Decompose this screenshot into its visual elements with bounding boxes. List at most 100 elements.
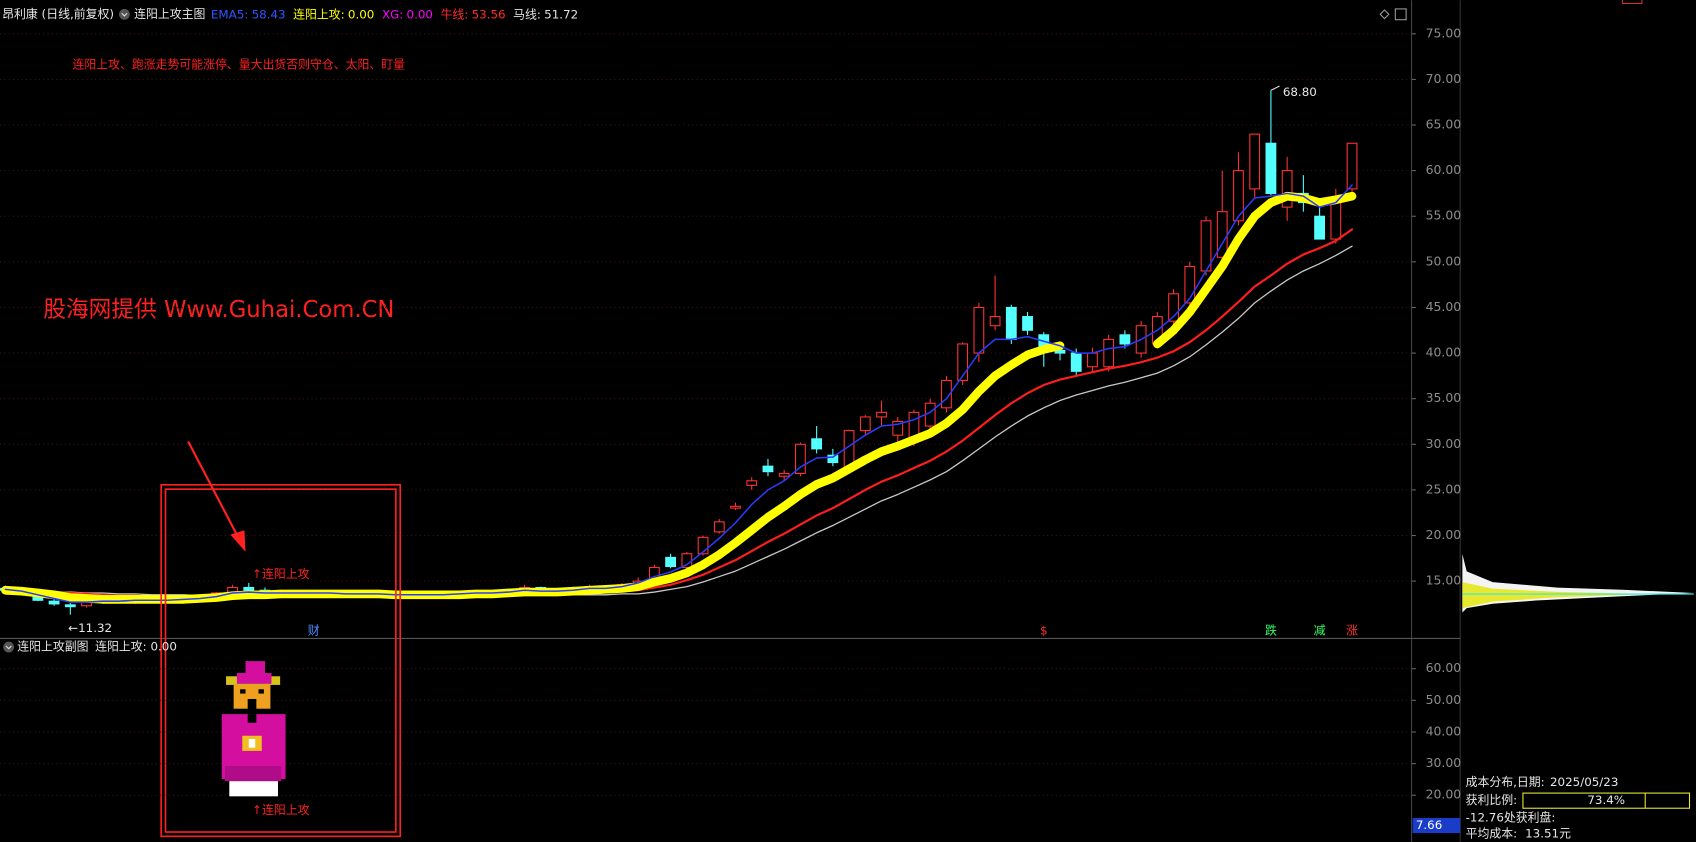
candle-body (1022, 316, 1033, 331)
candle-body (859, 416, 871, 432)
y-tick-label: 75.00 (1426, 25, 1462, 40)
profit-box (1522, 792, 1691, 809)
figure-hat (245, 661, 265, 675)
arrow-shaft (187, 441, 242, 542)
candle-body (973, 306, 985, 354)
candle-body (1168, 293, 1179, 322)
y-tick-label: 25.00 (1426, 481, 1462, 496)
figure-hat (236, 673, 272, 684)
y-tick-label: 15.00 (1426, 573, 1462, 588)
y-tick-label: 20.00 (1426, 527, 1462, 542)
signal-label: ↑连阳上攻 (252, 803, 310, 817)
subplot: 20.00 30.00 40.00 50.00 60.00 (0, 660, 1461, 802)
y-tick-label: 65.00 (1426, 117, 1462, 132)
subchart-title: 连阳上攻副图 (17, 640, 88, 654)
y-tick-label: 50.00 (1426, 253, 1462, 268)
readout-label: 马线: (513, 7, 541, 21)
signal-marker: 涨 (1346, 623, 1358, 637)
candle-body (1314, 215, 1325, 240)
signal-label: ↑连阳上攻 (252, 567, 310, 581)
readout-label: 连阳上攻: (293, 7, 345, 21)
pixel-figure (221, 661, 286, 797)
figure-eye (240, 689, 246, 694)
candle-body (243, 586, 255, 591)
candle-body (876, 411, 887, 418)
toolbar-icon[interactable] (1394, 8, 1407, 21)
candle-body (1070, 352, 1082, 372)
candle-body (1184, 265, 1196, 304)
candle-body (1087, 352, 1098, 368)
signal-marker: 财 (308, 623, 320, 637)
readout-label: 牛线: (441, 7, 469, 21)
readout: XG: 0.00 (382, 7, 433, 21)
candle-body (811, 438, 823, 450)
candle-body (1281, 170, 1293, 208)
figure-eye (258, 689, 264, 694)
figure-beard (247, 714, 257, 723)
y-tick-label: 55.00 (1426, 208, 1462, 223)
collapse-icon[interactable] (3, 641, 15, 653)
readout-value: 0.00 (348, 7, 374, 21)
candle-body (957, 343, 969, 381)
candle-body (827, 454, 839, 464)
readout: 牛线: 53.56 (441, 7, 506, 21)
readout-label: EMA5: (211, 7, 248, 21)
signal-marker: 减 (1314, 623, 1326, 637)
avg-title: 平均成本: (1466, 827, 1518, 841)
chip-date: 2025/05/23 (1550, 775, 1618, 789)
watermark: 股海网提供 Www.Guhai.Com.CN (43, 297, 394, 323)
candle-body (48, 600, 60, 605)
profit-title: 获利比例: (1466, 793, 1518, 807)
y-tick-label: 30.00 (1426, 755, 1462, 770)
candle-body (795, 443, 806, 475)
cursor-label: 7.66 (1416, 818, 1442, 832)
readout-value: 53.56 (472, 7, 506, 21)
readouts: EMA5: 58.43 连阳上攻: 0.00 XG: 0.00 牛线: 53.56 马线: 51.… (211, 7, 578, 21)
subchart-readout: 连阳上攻: 0.00 (95, 640, 177, 654)
candle-body (1054, 349, 1066, 354)
signal-marker: 跌 (1265, 623, 1277, 637)
plot: 15.00 20.00 25.00 30.00 35.00 40.00 45.00 50.00… (0, 25, 1461, 637)
note: 连阳上攻、跑涨走势可能涨停、量大出货否则守仓、太阳、盯量 (72, 58, 405, 72)
collapse-chevron (5, 645, 12, 650)
chip-title: 成本分布,日期: (1466, 775, 1545, 789)
y-tick-label: 70.00 (1426, 71, 1462, 86)
profit-label: 73.4% (1587, 793, 1625, 807)
y-tick-label: 50.00 (1426, 692, 1462, 707)
candle-body (1265, 142, 1277, 194)
readout: 马线: 51.72 (513, 7, 578, 21)
candle-body (730, 505, 741, 509)
window-icon[interactable] (1621, 0, 1643, 5)
readout: 连阳上攻: 0.00 (293, 7, 374, 21)
candle-body (697, 536, 709, 555)
toolbar-icon[interactable] (1379, 9, 1390, 20)
y-tick-label: 60.00 (1426, 660, 1462, 675)
candle-body (746, 480, 758, 486)
y-tick-label: 35.00 (1426, 390, 1462, 405)
readout-value: 51.72 (544, 7, 578, 21)
indicator-line (4, 184, 1353, 603)
candle-body (1119, 334, 1131, 345)
highlight-frame (160, 484, 402, 838)
candle-body (1103, 338, 1115, 368)
figure-base (229, 781, 278, 797)
profit-line: -12.76处获利盘: (1466, 810, 1556, 824)
candle-body (941, 379, 952, 409)
y-tick-label: 40.00 (1426, 345, 1462, 360)
cursor-label-box (1412, 817, 1461, 834)
candle-body (778, 472, 790, 477)
candle-body (1233, 170, 1244, 222)
readout-label: XG: (382, 7, 403, 21)
y-tick-label: 30.00 (1426, 436, 1462, 451)
high-flag (1270, 85, 1280, 91)
candle-body (1005, 306, 1017, 340)
arrow-head (230, 530, 246, 552)
collapse-icon[interactable] (118, 8, 130, 20)
chip-profile-profit (1462, 582, 1655, 609)
candle-body (1200, 220, 1212, 272)
y-tick-label: 45.00 (1426, 299, 1462, 314)
candle-body (64, 604, 76, 608)
y-tick-label: 20.00 (1426, 787, 1462, 802)
